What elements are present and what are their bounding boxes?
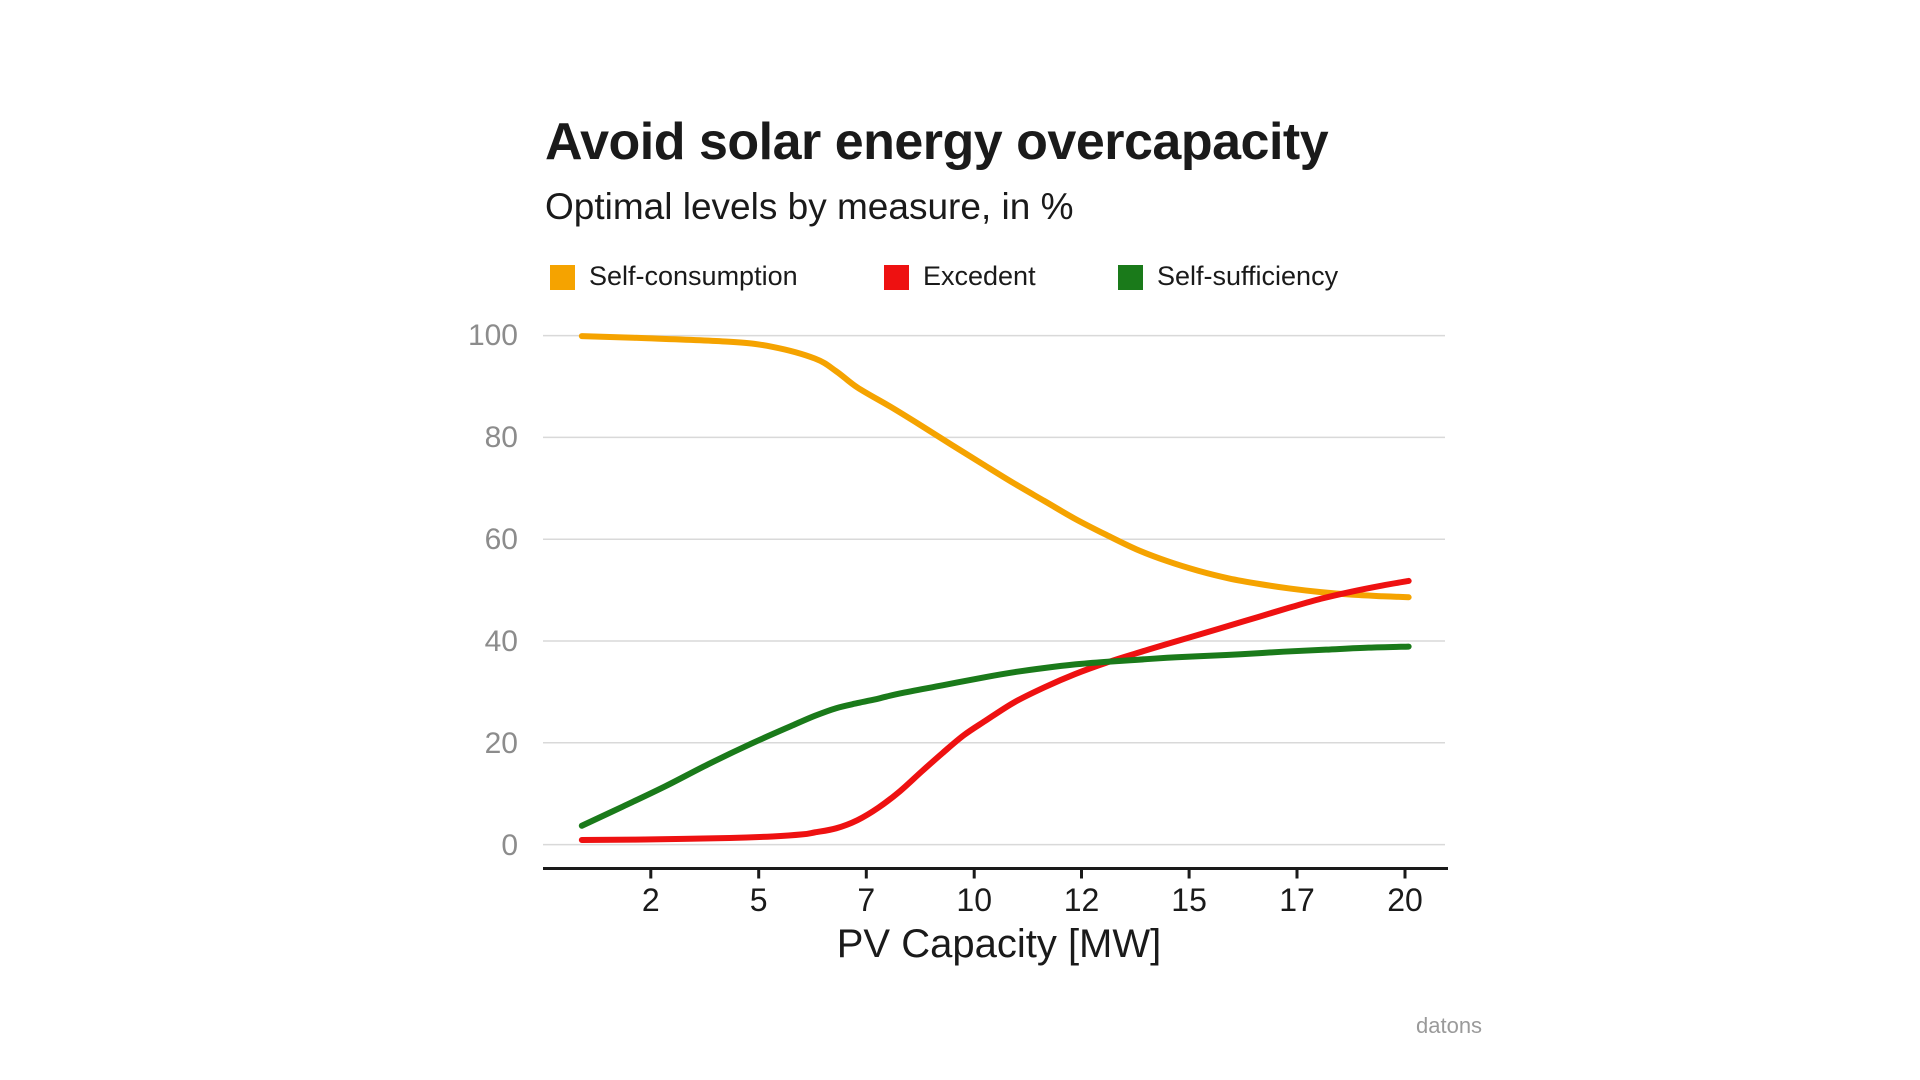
svg-text:2: 2 xyxy=(642,882,660,918)
svg-text:40: 40 xyxy=(485,625,518,658)
svg-text:20: 20 xyxy=(485,727,518,760)
svg-text:10: 10 xyxy=(956,882,992,918)
svg-text:7: 7 xyxy=(857,882,875,918)
svg-text:5: 5 xyxy=(750,882,768,918)
svg-text:17: 17 xyxy=(1279,882,1315,918)
svg-text:80: 80 xyxy=(485,421,518,454)
svg-text:12: 12 xyxy=(1064,882,1100,918)
svg-text:PV Capacity [MW]: PV Capacity [MW] xyxy=(837,922,1162,966)
svg-text:0: 0 xyxy=(501,829,518,862)
svg-text:60: 60 xyxy=(485,523,518,556)
svg-text:20: 20 xyxy=(1387,882,1423,918)
svg-text:100: 100 xyxy=(468,319,518,352)
svg-text:15: 15 xyxy=(1171,882,1207,918)
